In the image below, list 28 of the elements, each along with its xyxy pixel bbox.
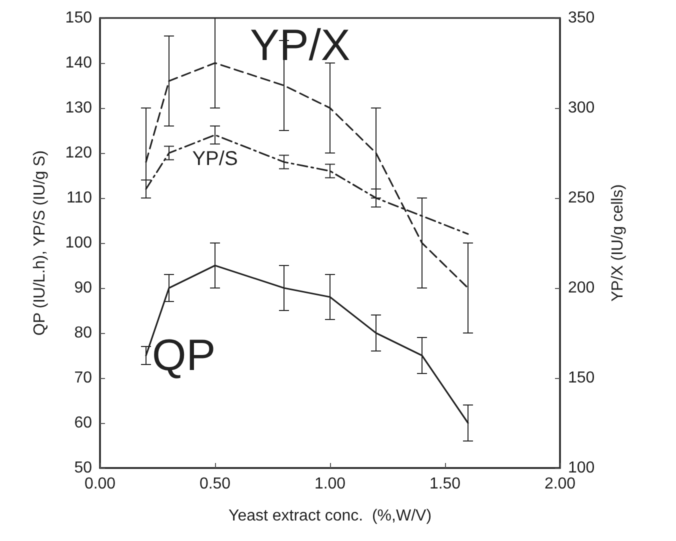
- y2-tick-label: 250: [568, 190, 595, 206]
- x-tick-label: 1.00: [314, 476, 346, 492]
- y-tick-label: 100: [65, 234, 92, 252]
- y-tick-label: 150: [65, 10, 92, 26]
- y2-axis-title: YP/X (IU/g cells): [610, 184, 626, 302]
- x-tick-label: 0.00: [84, 476, 116, 492]
- y-tick-label: 90: [74, 280, 92, 296]
- y-tick-label: 130: [65, 100, 92, 116]
- series-label: YP/X: [250, 21, 350, 70]
- y2-tick-label: 150: [568, 370, 595, 386]
- y-tick-label: 120: [65, 144, 92, 162]
- y2-tick-label: 300: [568, 100, 595, 116]
- series-label: QP: [152, 331, 216, 380]
- y-axis-title: QP (IU/L.h), YP/S (IU/g S): [32, 150, 48, 336]
- y-tick-label: 60: [74, 414, 92, 432]
- x-axis-title: Yeast extract conc. (%,W/V): [228, 508, 432, 524]
- y-tick-label: 70: [74, 370, 92, 386]
- y-tick-label: 80: [74, 324, 92, 342]
- y-tick-label: 110: [66, 190, 92, 206]
- y2-tick-label: 100: [568, 460, 595, 476]
- x-tick-label: 2.00: [544, 476, 576, 492]
- x-tick-label: 1.50: [429, 476, 461, 492]
- x-tick-label: 0.50: [199, 476, 231, 492]
- series-label: YP/S: [192, 148, 238, 170]
- y2-tick-label: 350: [568, 10, 595, 26]
- y-tick-label: 140: [65, 54, 92, 72]
- y-tick-label: 50: [74, 460, 92, 476]
- y2-tick-label: 200: [568, 280, 595, 296]
